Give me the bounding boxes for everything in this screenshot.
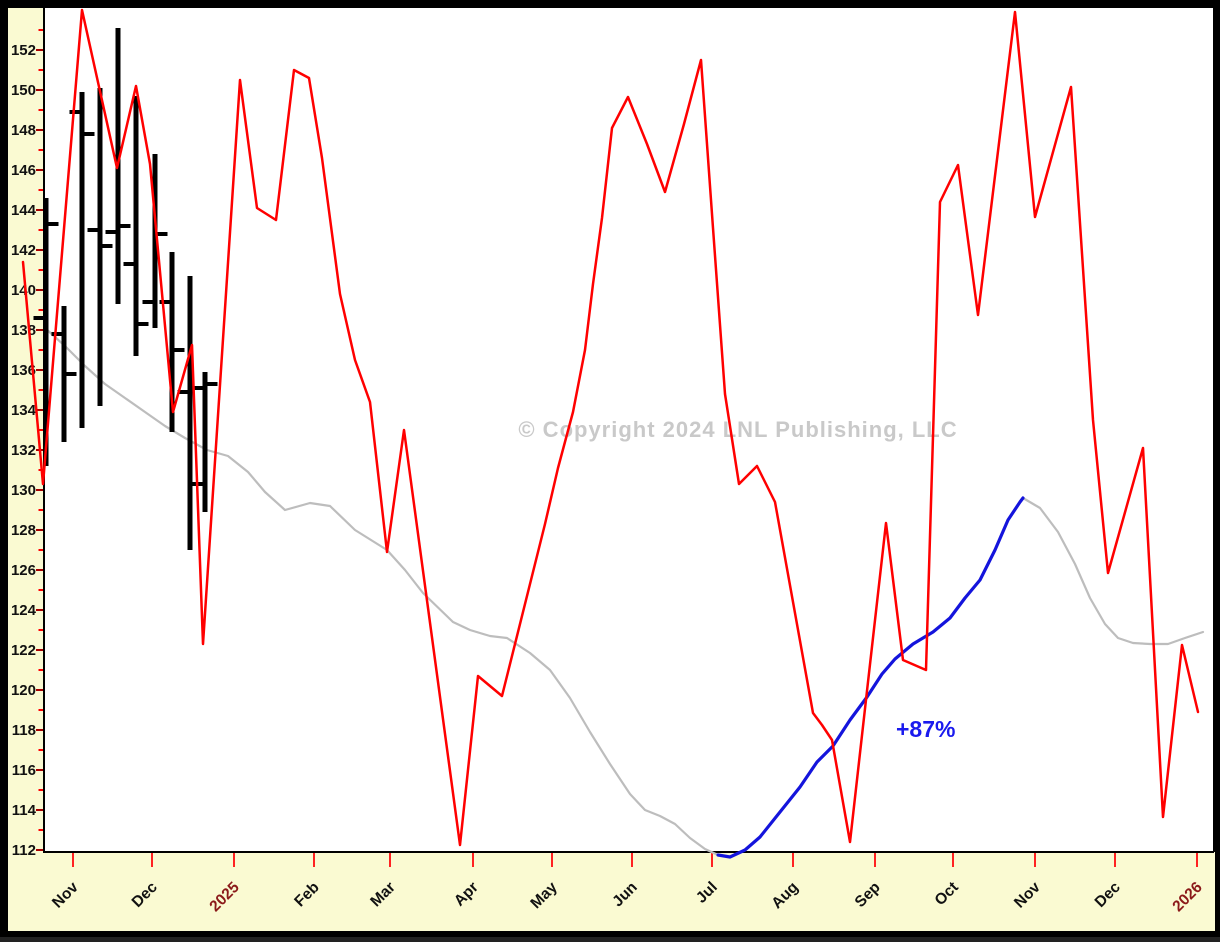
y-axis-label: 152 <box>11 42 36 59</box>
y-axis-label: 138 <box>11 322 36 339</box>
ohlc-bar-body <box>79 92 85 428</box>
ohlc-bar-body <box>169 252 175 432</box>
y-axis-label: 112 <box>12 842 36 859</box>
watermark-text: © Copyright 2024 LNL Publishing, LLC <box>518 417 957 442</box>
ohlc-close-tick <box>84 132 95 136</box>
ohlc-bar-body <box>97 88 103 406</box>
y-axis-label: 134 <box>11 402 37 419</box>
y-axis-label: 114 <box>12 802 37 819</box>
y-axis-label: 120 <box>11 682 36 699</box>
ohlc-bar-body <box>202 372 208 512</box>
y-axis-label: 124 <box>11 602 37 619</box>
y-axis-label: 122 <box>11 642 36 659</box>
ohlc-close-tick <box>102 244 113 248</box>
moving-average-blue-gain-line <box>716 496 1025 859</box>
y-axis-label: 136 <box>11 362 36 379</box>
y-axis-label: 148 <box>11 122 36 139</box>
ohlc-bar-body <box>152 154 158 328</box>
ohlc-open-tick <box>87 228 98 232</box>
ohlc-bar-body <box>133 96 139 356</box>
ohlc-bar-body <box>61 306 67 442</box>
ohlc-bar-body <box>43 198 49 466</box>
y-axis-label: 128 <box>11 522 36 539</box>
ohlc-open-tick <box>123 262 134 266</box>
ohlc-open-tick <box>142 300 153 304</box>
y-axis-label: 142 <box>11 242 36 259</box>
y-axis-label: 144 <box>11 202 37 219</box>
percent-gain-label: +87% <box>896 716 955 742</box>
y-axis-label: 146 <box>11 162 36 179</box>
plot-area <box>44 8 1214 852</box>
y-axis-label: 150 <box>11 82 36 99</box>
ohlc-bar-body <box>187 276 193 550</box>
ohlc-close-tick <box>207 382 218 386</box>
ohlc-close-tick <box>157 232 168 236</box>
ohlc-close-tick <box>48 222 59 226</box>
moving-average-gray-right-line <box>1021 496 1205 646</box>
y-axis-label: 126 <box>11 562 36 579</box>
ohlc-open-tick <box>192 386 203 390</box>
ohlc-open-tick <box>105 230 116 234</box>
y-axis-label: 130 <box>11 482 36 499</box>
moving-average-gray-left-line <box>43 326 720 857</box>
y-axis-label: 140 <box>11 282 36 299</box>
ohlc-close-tick <box>120 224 131 228</box>
ohlc-open-tick <box>33 316 44 320</box>
y-axis-label: 132 <box>11 442 36 459</box>
ohlc-open-tick <box>159 300 170 304</box>
ohlc-close-tick <box>66 372 77 376</box>
ohlc-close-tick <box>138 322 149 326</box>
ohlc-open-tick <box>177 390 188 394</box>
y-axis-label: 118 <box>12 722 36 739</box>
seasonal-pattern-red-line <box>21 8 1200 847</box>
ohlc-close-tick <box>174 348 185 352</box>
y-axis-label: 116 <box>12 762 36 779</box>
